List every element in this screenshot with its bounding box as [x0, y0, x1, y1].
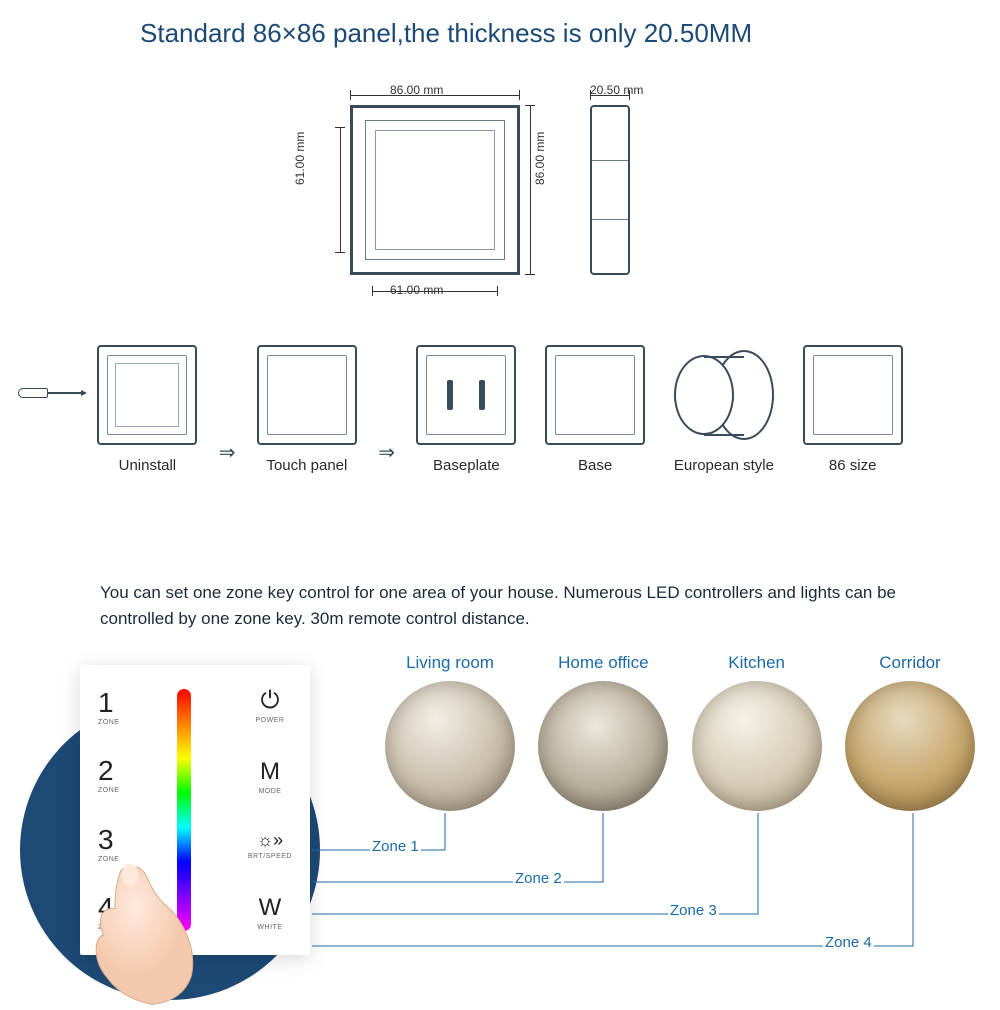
assembly-caption: European style [674, 457, 774, 474]
ctrl-brightness: ☼» BRT/SPEED [248, 831, 292, 860]
dimension-diagram: 86.00 mm 61.00 mm 61.00 mm 86.00 mm 20.5… [290, 65, 710, 310]
room-image-placeholder [845, 681, 975, 811]
ctrl-mode: M MODE [248, 760, 292, 795]
room-title: Corridor [879, 653, 940, 673]
rooms-row: Living room Home office Kitchen Corridor [380, 653, 980, 811]
dim-width-label: 86.00 mm [390, 83, 443, 97]
dim-inner-width-label: 61.00 mm [390, 283, 443, 297]
brightness-icon: ☼» [257, 831, 284, 849]
zone-label-2: Zone 2 [513, 870, 564, 887]
assembly-caption: Touch panel [266, 457, 347, 474]
assembly-row: Uninstall ⇒ Touch panel ⇒ Baseplate Base… [90, 345, 910, 520]
front-view-square [350, 105, 520, 275]
description-text: You can set one zone key control for one… [100, 580, 920, 631]
ctrl-sublabel: WHITE [257, 924, 282, 931]
panel-zone-column: 1 ZONE 2 ZONE 3 ZONE 4 ZONE [98, 689, 119, 931]
room-image-placeholder [385, 681, 515, 811]
zone-sublabel: ZONE [98, 719, 119, 726]
room-corridor: Corridor [840, 653, 980, 811]
zone-number: 4 [98, 894, 114, 922]
assembly-step-european: European style [667, 345, 782, 474]
ctrl-white: W WHITE [248, 896, 292, 931]
zone-number: 2 [98, 757, 114, 785]
touch-panel-mock: 1 ZONE 2 ZONE 3 ZONE 4 ZONE ⏻ POWER M MO… [80, 665, 310, 955]
ctrl-power: ⏻ POWER [248, 689, 292, 724]
zone-label-3: Zone 3 [668, 902, 719, 919]
page-title: Standard 86×86 panel,the thickness is on… [140, 18, 752, 49]
room-office: Home office [533, 653, 673, 811]
assembly-caption: Baseplate [433, 457, 500, 474]
panel-control-column: ⏻ POWER M MODE ☼» BRT/SPEED W WHITE [248, 689, 292, 931]
zone-sublabel: ZONE [98, 856, 119, 863]
room-kitchen: Kitchen [687, 653, 827, 811]
zone-sublabel: ZONE [98, 924, 119, 931]
room-title: Home office [558, 653, 648, 673]
rainbow-slider [177, 689, 191, 931]
arrow-icon: ⇒ [219, 440, 236, 465]
side-view [590, 105, 630, 275]
room-title: Living room [406, 653, 494, 673]
assembly-step-uninstall: Uninstall [90, 345, 205, 474]
assembly-step-base: Base [538, 345, 653, 474]
zone-label-4: Zone 4 [823, 934, 874, 951]
screwdriver-icon [18, 385, 88, 401]
power-icon: ⏻ [260, 689, 279, 713]
assembly-step-86size: 86 size [795, 345, 910, 474]
dim-inner-height-label: 61.00 mm [293, 132, 307, 185]
european-cylinder-icon [674, 345, 774, 445]
room-living: Living room [380, 653, 520, 811]
zone-entry-4: 4 ZONE [98, 894, 119, 931]
zone-number: 3 [98, 826, 114, 854]
assembly-step-baseplate: Baseplate [409, 345, 524, 474]
zone-entry-1: 1 ZONE [98, 689, 119, 726]
zone-label-1: Zone 1 [370, 838, 421, 855]
zone-entry-3: 3 ZONE [98, 826, 119, 863]
arrow-icon: ⇒ [378, 440, 395, 465]
zone-entry-2: 2 ZONE [98, 757, 119, 794]
white-icon: W [259, 896, 282, 920]
assembly-caption: 86 size [829, 457, 877, 474]
dim-height-label: 86.00 mm [533, 132, 547, 185]
room-image-placeholder [538, 681, 668, 811]
zone-sublabel: ZONE [98, 787, 119, 794]
ctrl-sublabel: POWER [255, 717, 284, 724]
assembly-step-touchpanel: Touch panel [250, 345, 365, 474]
assembly-caption: Base [578, 457, 612, 474]
room-title: Kitchen [728, 653, 785, 673]
assembly-caption: Uninstall [119, 457, 177, 474]
ctrl-sublabel: BRT/SPEED [248, 853, 292, 860]
mode-icon: M [260, 760, 280, 784]
zone-number: 1 [98, 689, 114, 717]
ctrl-sublabel: MODE [258, 788, 281, 795]
dim-depth-label: 20.50 mm [590, 83, 643, 97]
room-image-placeholder [692, 681, 822, 811]
